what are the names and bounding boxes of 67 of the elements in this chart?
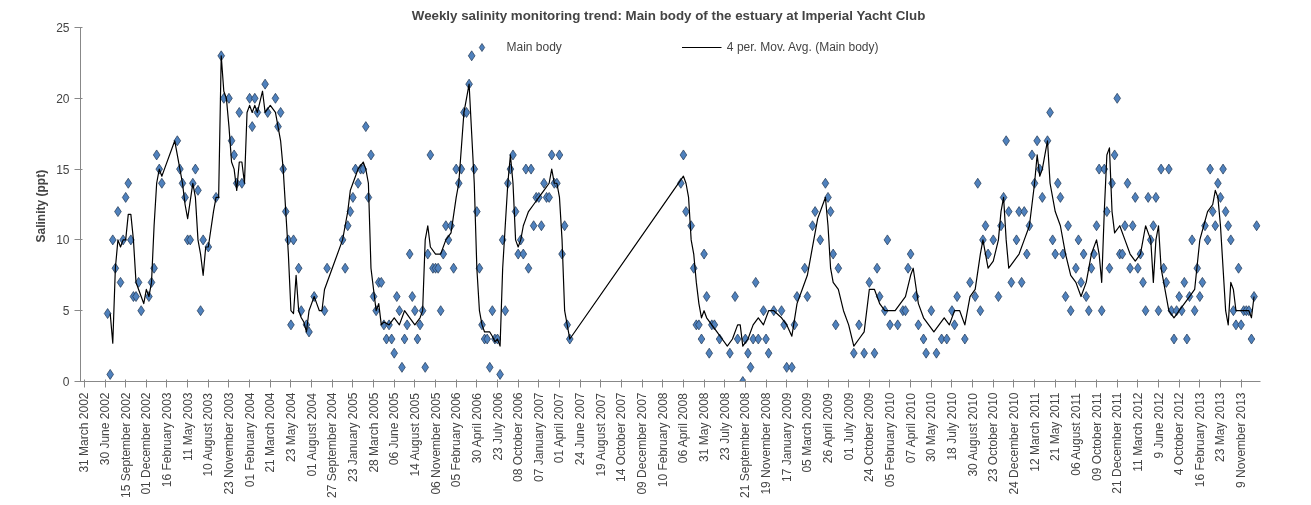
x-tick-label: 9 June 2012 — [1151, 392, 1166, 459]
x-tick-label: 15 September 2002 — [118, 392, 133, 498]
x-tick-label: 05 March 2009 — [800, 392, 815, 473]
x-tick-label: 10 August 2003 — [201, 392, 216, 477]
y-axis-title: Salinity (ppt) — [34, 169, 49, 243]
x-tick-label: 27 September 2004 — [325, 392, 340, 498]
x-tick-label: 01 August 2004 — [304, 392, 319, 477]
x-tick-label: 06 August 2011 — [1068, 392, 1083, 476]
x-tick-label: 23 May 2013 — [1213, 392, 1228, 462]
x-tick-label: 12 March 2011 — [1027, 392, 1042, 472]
x-tick-label: 24 October 2009 — [862, 392, 877, 482]
x-tick-label: 01 February 2004 — [242, 392, 257, 488]
x-tick-label: 31 May 2008 — [697, 392, 712, 462]
x-tick-label: 23 January 2005 — [345, 392, 360, 482]
x-tick-label: 06 April 2008 — [676, 392, 691, 464]
x-tick-label: 4 October 2012 — [1172, 392, 1187, 476]
x-tick-label: 31 March 2002 — [77, 392, 92, 473]
x-tick-label: 07 January 2007 — [531, 392, 546, 482]
x-tick-label: 24 June 2007 — [573, 392, 588, 466]
y-tick-label: 0 — [62, 375, 70, 389]
x-tick-label: 16 February 2013 — [1192, 392, 1207, 488]
x-tick-label: 19 November 2008 — [759, 392, 774, 495]
x-tick-label: 08 October 2006 — [511, 392, 526, 482]
legend-label: 4 per. Mov. Avg. (Main body) — [726, 40, 879, 54]
x-tick-label: 23 July 2008 — [717, 392, 732, 461]
x-tick-label: 06 June 2005 — [387, 392, 402, 466]
x-tick-label: 09 October 2011 — [1089, 392, 1104, 482]
x-tick-label: 30 August 2010 — [965, 392, 980, 477]
x-tick-label: 30 June 2002 — [98, 392, 113, 466]
x-tick-label: 21 December 2011 — [1110, 392, 1125, 494]
x-tick-label: 19 August 2007 — [593, 392, 608, 477]
x-tick-label: 21 March 2004 — [263, 392, 278, 473]
x-tick-label: 07 April 2010 — [903, 392, 918, 464]
y-tick-label: 5 — [62, 304, 70, 319]
x-tick-label: 09 December 2007 — [635, 392, 650, 495]
x-tick-label: 01 July 2009 — [841, 392, 856, 461]
x-tick-label: 30 May 2010 — [924, 392, 939, 462]
x-tick-label: 05 February 2006 — [449, 392, 464, 488]
x-tick-label: 30 April 2006 — [469, 392, 484, 464]
legend-label: Main body — [506, 40, 562, 54]
x-tick-label: 17 January 2009 — [779, 392, 794, 482]
x-tick-label: 23 July 2006 — [490, 392, 505, 461]
x-tick-label: 23 November 2003 — [221, 392, 236, 495]
x-tick-label: 11 March 2012 — [1130, 392, 1145, 472]
x-tick-label: 9 November 2013 — [1234, 392, 1249, 488]
x-tick-label: 05 February 2010 — [882, 392, 897, 488]
y-tick-label: 25 — [56, 21, 70, 35]
chart-title: Weekly salinity monitoring trend: Main body of the estuary at Imperial Yacht Club — [411, 7, 926, 23]
x-tick-label: 14 October 2007 — [614, 392, 629, 482]
x-tick-label: 23 October 2010 — [986, 392, 1001, 482]
y-tick-label: 15 — [56, 162, 70, 177]
x-tick-label: 28 March 2005 — [366, 392, 381, 473]
x-tick-label: 23 May 2004 — [283, 392, 298, 462]
x-tick-label: 10 February 2008 — [655, 392, 670, 488]
x-tick-label: 01 December 2002 — [139, 392, 154, 495]
x-tick-label: 21 May 2011 — [1048, 392, 1063, 461]
y-tick-label: 10 — [56, 233, 70, 248]
y-tick-label: 20 — [56, 91, 70, 106]
x-tick-label: 11 May 2003 — [180, 392, 195, 461]
x-tick-label: 16 February 2003 — [160, 392, 174, 488]
x-tick-label: 26 April 2009 — [821, 392, 836, 464]
x-tick-label: 18 July 2010 — [944, 392, 959, 461]
x-tick-label: 14 August 2005 — [407, 392, 422, 477]
x-tick-label: 06 November 2005 — [428, 392, 443, 495]
x-tick-label: 21 September 2008 — [738, 392, 753, 498]
x-tick-label: 01 April 2007 — [552, 392, 567, 464]
x-tick-label: 24 December 2010 — [1006, 392, 1021, 495]
